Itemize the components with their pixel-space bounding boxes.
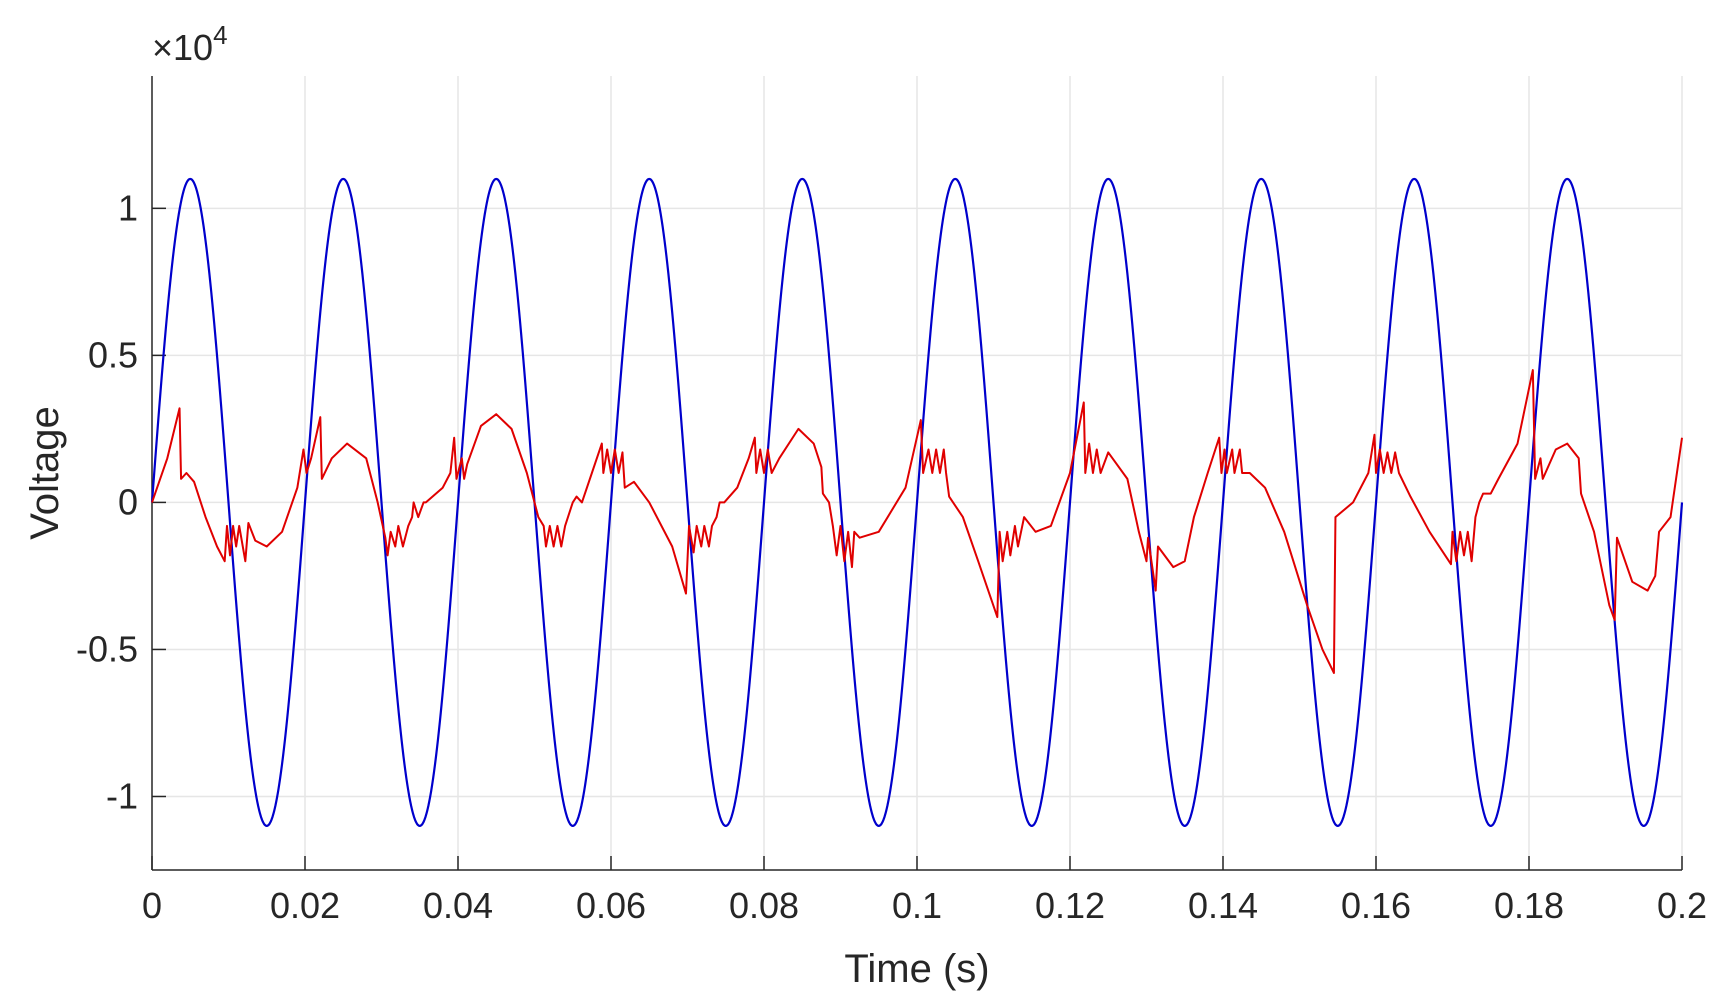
y-tick-label: 1 <box>118 187 138 228</box>
x-tick-label: 0.04 <box>423 885 493 926</box>
y-tick-label: -1 <box>106 775 138 816</box>
x-tick-label: 0.1 <box>892 885 942 926</box>
grid <box>152 76 1683 870</box>
x-tick-label: 0.08 <box>729 885 799 926</box>
x-tick-label: 0 <box>142 885 162 926</box>
x-tick-label: 0.14 <box>1188 885 1258 926</box>
x-axis: 0 0.02 0.04 0.06 0.08 0.1 0.12 0.14 0.16 0.18 0.2 <box>142 856 1707 926</box>
series-line-sine <box>150 177 1684 827</box>
x-tick-label: 0.02 <box>270 885 340 926</box>
x-tick-label: 0.16 <box>1341 885 1411 926</box>
y-tick-label: 0.5 <box>88 334 138 375</box>
series-layer <box>150 177 1684 827</box>
y-exponent-label: ×104 <box>152 20 228 68</box>
x-tick-label: 0.2 <box>1657 885 1707 926</box>
y-exponent-power: 4 <box>213 20 227 50</box>
x-tick-label: 0.12 <box>1035 885 1105 926</box>
y-axis: -1 -0.5 0 0.5 1 <box>76 76 166 870</box>
x-tick-label: 0.18 <box>1494 885 1564 926</box>
y-tick-label: -0.5 <box>76 628 138 669</box>
y-tick-label: 0 <box>118 481 138 522</box>
x-axis-title: Time (s) <box>844 947 989 991</box>
series-line-red <box>151 369 1683 674</box>
y-exponent-base: ×10 <box>152 27 213 68</box>
y-axis-title: Voltage <box>23 406 67 539</box>
x-tick-label: 0.06 <box>576 885 646 926</box>
